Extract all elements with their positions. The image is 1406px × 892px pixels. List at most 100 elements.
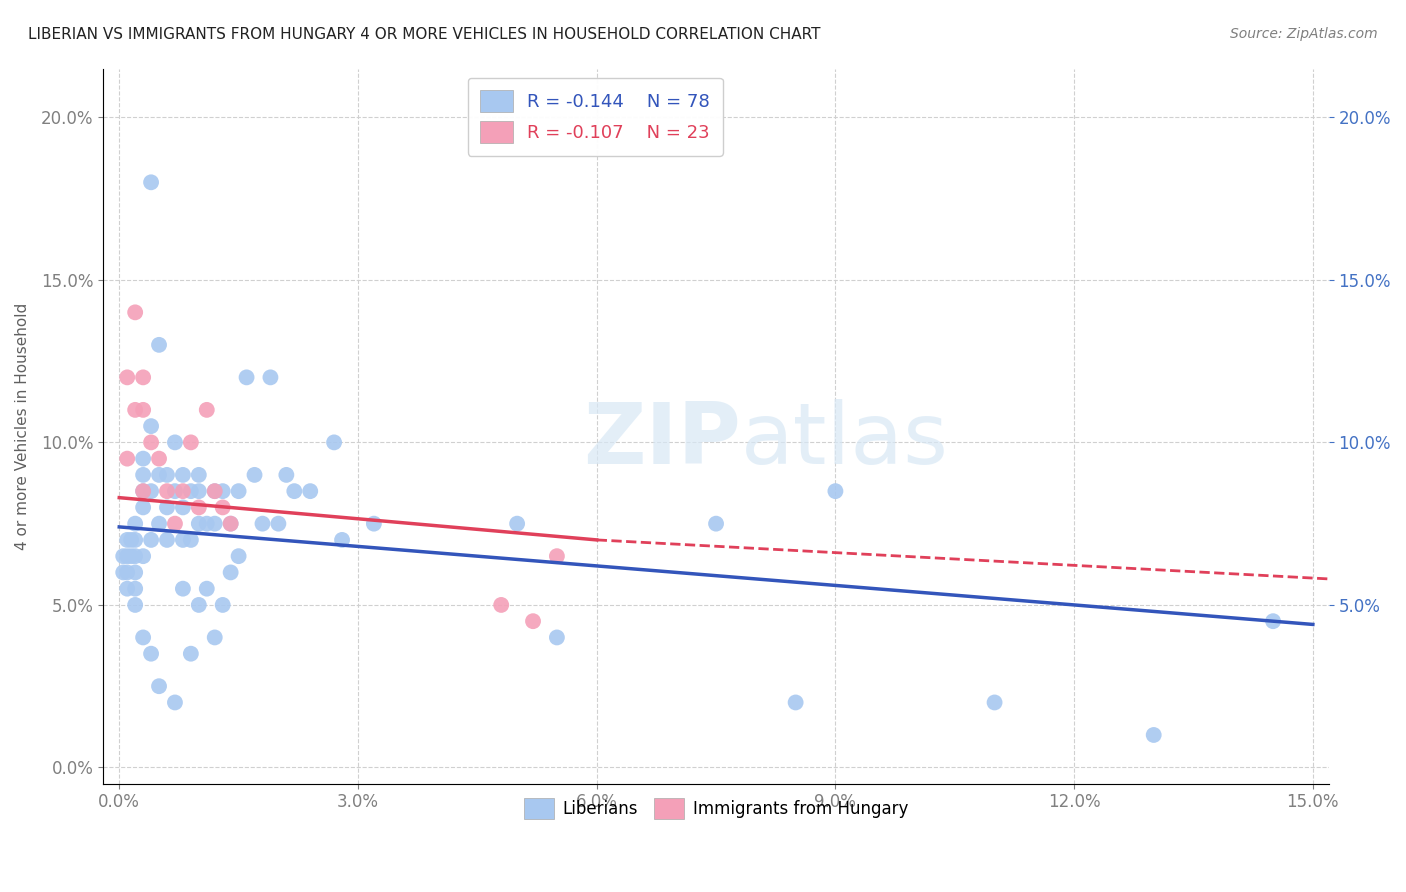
Point (156, 533, 179, 547)
Point (139, 419, 162, 434)
Point (187, 500, 209, 515)
Point (204, 484, 226, 499)
Point (211, 500, 233, 515)
Point (148, 679, 170, 693)
Point (124, 402, 146, 417)
Point (132, 500, 155, 515)
Point (139, 435, 162, 450)
Point (704, 516, 727, 531)
Point (148, 467, 170, 482)
Text: ZIP: ZIP (583, 399, 741, 482)
Point (139, 647, 162, 661)
Text: Source: ZipAtlas.com: Source: ZipAtlas.com (1230, 27, 1378, 41)
Point (132, 484, 155, 499)
Point (204, 484, 226, 499)
Point (120, 549, 142, 564)
Point (115, 533, 138, 547)
Point (132, 370, 155, 384)
Point (219, 516, 242, 531)
Point (363, 516, 385, 531)
Point (195, 402, 218, 417)
Point (139, 175, 162, 189)
Point (187, 467, 209, 482)
Point (243, 467, 266, 482)
Point (163, 696, 186, 710)
Text: LIBERIAN VS IMMIGRANTS FROM HUNGARY 4 OR MORE VEHICLES IN HOUSEHOLD CORRELATION : LIBERIAN VS IMMIGRANTS FROM HUNGARY 4 OR… (28, 27, 821, 42)
Point (283, 484, 305, 499)
Point (139, 484, 162, 499)
Y-axis label: 4 or more Vehicles in Household: 4 or more Vehicles in Household (15, 302, 30, 549)
Point (124, 598, 146, 612)
Point (148, 451, 170, 466)
Point (112, 549, 135, 564)
Point (148, 516, 170, 531)
Point (323, 435, 346, 450)
Point (204, 516, 226, 531)
Point (148, 338, 170, 352)
Point (124, 566, 146, 580)
Point (1261, 614, 1284, 628)
Point (172, 582, 194, 596)
Point (172, 467, 194, 482)
Point (211, 598, 233, 612)
Point (187, 598, 209, 612)
Point (235, 370, 257, 384)
Point (506, 516, 529, 531)
Point (132, 631, 155, 645)
Point (124, 582, 146, 596)
Point (132, 451, 155, 466)
Point (195, 582, 218, 596)
Point (172, 533, 194, 547)
Point (785, 696, 807, 710)
Point (219, 516, 242, 531)
Point (180, 435, 202, 450)
Point (115, 451, 138, 466)
Point (546, 631, 568, 645)
Point (983, 696, 1005, 710)
Point (163, 435, 186, 450)
Point (187, 516, 209, 531)
Point (267, 516, 290, 531)
Point (115, 566, 138, 580)
Point (187, 484, 209, 499)
Point (228, 484, 250, 499)
Point (156, 500, 179, 515)
Point (112, 566, 135, 580)
Point (132, 402, 155, 417)
Point (330, 533, 353, 547)
Point (546, 549, 568, 564)
Point (204, 631, 226, 645)
Point (163, 516, 186, 531)
Point (1143, 728, 1166, 742)
Point (132, 467, 155, 482)
Point (156, 467, 179, 482)
Point (115, 549, 138, 564)
Point (115, 582, 138, 596)
Point (172, 484, 194, 499)
Point (211, 484, 233, 499)
Point (252, 516, 274, 531)
Point (163, 484, 186, 499)
Point (132, 484, 155, 499)
Point (139, 533, 162, 547)
Point (219, 566, 242, 580)
Point (132, 549, 155, 564)
Point (489, 598, 512, 612)
Legend: Liberians, Immigrants from Hungary: Liberians, Immigrants from Hungary (517, 792, 915, 825)
Point (120, 533, 142, 547)
Point (299, 484, 322, 499)
Point (180, 484, 202, 499)
Point (228, 549, 250, 564)
Point (824, 484, 846, 499)
Point (259, 370, 281, 384)
Point (124, 305, 146, 319)
Point (195, 516, 218, 531)
Point (115, 370, 138, 384)
Point (180, 533, 202, 547)
Point (156, 484, 179, 499)
Point (124, 549, 146, 564)
Point (172, 500, 194, 515)
Point (124, 533, 146, 547)
Point (124, 516, 146, 531)
Text: atlas: atlas (741, 399, 949, 482)
